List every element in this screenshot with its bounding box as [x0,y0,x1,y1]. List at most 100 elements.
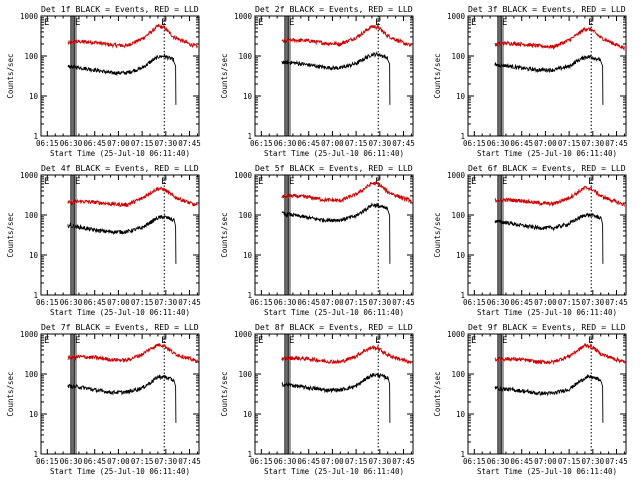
x-axis-label: Start Time (25-Jul-10 06:11:40) [264,467,404,476]
lld-series-line [494,342,625,366]
flag-marker: E [161,177,166,187]
x-tick-label: 06:45 [510,139,533,148]
y-tick-label: 1 [460,291,465,300]
y-axis-label: Counts/sec [433,53,442,98]
flag-marker: E [502,336,507,346]
y-tick-label: 1 [247,450,252,459]
x-axis-label: Start Time (25-Jul-10 06:11:40) [477,467,617,476]
x-tick-label: 06:15 [463,298,486,307]
y-tick-label: 100 [238,211,252,220]
y-tick-label: 100 [451,370,465,379]
events-series-line [67,214,177,264]
flag-marker: E [258,18,263,28]
x-tick-label: 06:15 [250,298,273,307]
x-tick-label: 06:45 [297,298,320,307]
flag-marker: E [44,336,49,346]
detector-plot-6: Det 6f BLACK = Events, RED = LLD 1 10 100 10… [433,163,628,317]
x-tick-label: 06:15 [463,139,486,148]
x-tick-label: 07:15 [131,298,154,307]
events-series-line [67,374,177,423]
detector-plot-2: Det 2f BLACK = Events, RED = LLD 1 10 100 10… [220,4,415,158]
flag-marker: E [471,18,476,28]
x-tick-label: 07:15 [558,139,581,148]
y-tick-label: 1 [33,291,38,300]
y-tick-label: 100 [238,52,252,61]
plot-frame [40,15,200,137]
plot-title: Det 1f BLACK = Events, RED = LLD [41,4,199,14]
x-tick-label: 07:30 [155,139,178,148]
flag-marker: E [471,177,476,187]
flag-marker: E [75,336,80,346]
x-tick-label: 06:45 [297,457,320,466]
x-tick-label: 07:00 [107,298,130,307]
detector-plot-1: Det 1f BLACK = Events, RED = LLD 1 10 100 10… [6,4,201,158]
y-tick-label: 100 [451,52,465,61]
y-tick-label: 1000 [20,171,39,180]
x-tick-label: 06:30 [487,139,510,148]
x-tick-label: 06:45 [510,457,533,466]
plot-frame [254,15,414,137]
lld-series-line [67,343,198,364]
y-tick-label: 100 [24,52,38,61]
flag-marker: E [588,18,593,28]
y-tick-label: 1 [33,450,38,459]
y-axis-label: Counts/sec [433,212,442,257]
plot-title: Det 8f BLACK = Events, RED = LLD [255,322,413,332]
plot-title: Det 7f BLACK = Events, RED = LLD [41,322,199,332]
y-tick-label: 1000 [447,330,466,339]
events-series-line [494,373,604,423]
y-axis-label: Counts/sec [220,371,229,416]
y-axis-label: Counts/sec [433,371,442,416]
x-tick-label: 06:45 [83,298,106,307]
plot-title: Det 5f BLACK = Events, RED = LLD [255,163,413,173]
plot-frame [467,15,627,137]
y-tick-label: 1 [33,132,38,141]
flag-marker: E [258,336,263,346]
y-tick-label: 10 [243,251,253,260]
x-tick-label: 07:30 [369,139,392,148]
plot-frame [467,174,627,296]
lld-series-line [281,24,412,48]
x-tick-label: 07:00 [321,457,344,466]
events-series-line [281,51,391,105]
y-tick-label: 100 [24,370,38,379]
flag-marker: E [502,177,507,187]
flag-marker: E [289,336,294,346]
x-tick-label: 07:15 [345,139,368,148]
x-axis-label: Start Time (25-Jul-10 06:11:40) [264,308,404,317]
y-tick-label: 100 [451,211,465,220]
flag-marker: E [44,177,49,187]
x-tick-label: 07:45 [605,457,628,466]
x-tick-label: 06:45 [510,298,533,307]
x-tick-label: 06:30 [487,457,510,466]
x-tick-label: 07:15 [558,457,581,466]
y-tick-label: 1000 [234,12,253,21]
y-tick-label: 10 [29,410,39,419]
x-tick-label: 07:00 [107,139,130,148]
detector-plot-9: Det 9f BLACK = Events, RED = LLD 1 10 100 10… [433,322,628,476]
flag-marker: E [289,18,294,28]
x-tick-label: 07:15 [131,457,154,466]
plot-title: Det 4f BLACK = Events, RED = LLD [41,163,199,173]
x-axis-label: Start Time (25-Jul-10 06:11:40) [477,308,617,317]
flag-marker: E [471,336,476,346]
events-series-line [494,54,604,105]
lld-series-line [67,23,198,49]
x-tick-label: 07:45 [605,139,628,148]
flag-marker: E [161,336,166,346]
x-tick-label: 07:00 [534,139,557,148]
x-tick-label: 06:15 [36,457,59,466]
detector-plot-4: Det 4f BLACK = Events, RED = LLD 1 10 100 10… [6,163,201,317]
x-tick-label: 07:30 [155,457,178,466]
y-tick-label: 1 [460,132,465,141]
x-axis-label: Start Time (25-Jul-10 06:11:40) [477,149,617,158]
lld-series-line [281,344,412,365]
x-tick-label: 06:45 [297,139,320,148]
y-tick-label: 1000 [234,330,253,339]
x-tick-label: 07:45 [178,139,201,148]
x-tick-label: 06:15 [250,457,273,466]
x-tick-label: 07:00 [107,457,130,466]
x-tick-label: 07:00 [534,298,557,307]
plot-title: Det 3f BLACK = Events, RED = LLD [468,4,626,14]
